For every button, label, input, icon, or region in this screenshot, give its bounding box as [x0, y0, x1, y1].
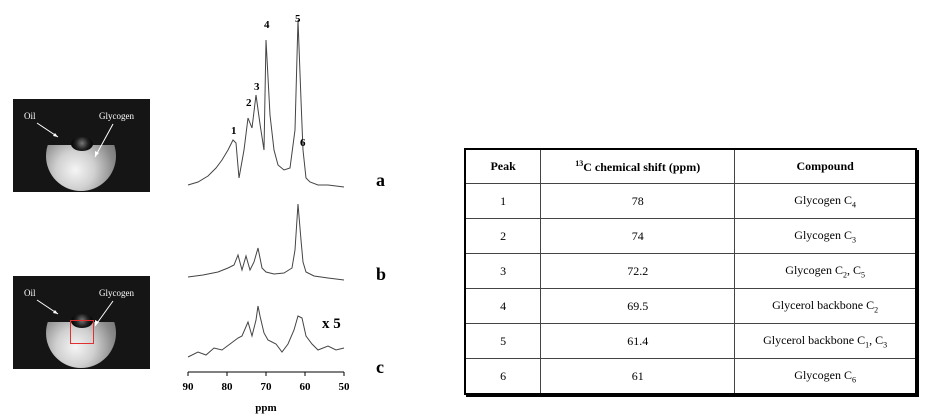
arrows: [36, 122, 114, 158]
roi-square: [70, 320, 94, 344]
scale-factor-label: x 5: [322, 316, 341, 332]
axis-tick-label: 90: [183, 381, 195, 393]
table-row: 5 61.4 Glycerol backbone C1, C3: [464, 323, 917, 359]
header-compound: Compound: [734, 148, 917, 184]
cell-peak: 4: [464, 288, 542, 324]
cell-peak: 3: [464, 253, 542, 289]
peak-assignment-table: Peak 13C chemical shift (ppm) Compound 1…: [464, 148, 917, 395]
cell-peak: 1: [464, 183, 542, 219]
table-row: 2 74 Glycogen C3: [464, 218, 917, 254]
cell-peak: 2: [464, 218, 542, 254]
table-row: 1 78 Glycogen C4: [464, 183, 917, 219]
cell-shift: 74: [540, 218, 736, 254]
spectrum-trace-a: [187, 19, 345, 188]
peak-label-4: 4: [264, 19, 270, 31]
panel-label-b: b: [376, 264, 387, 284]
cell-peak: 6: [464, 358, 542, 395]
cell-compound: Glycogen C4: [734, 183, 917, 219]
panel-label-a: a: [376, 170, 385, 190]
mri-image-bottom: Oil Glycogen: [13, 276, 150, 369]
table-row: 3 72.2 Glycogen C2, C5: [464, 253, 917, 289]
cell-compound: Glycerol backbone C1, C3: [734, 323, 917, 359]
axis-tick-label: 70: [261, 381, 273, 393]
header-chemical-shift: 13C chemical shift (ppm): [540, 148, 736, 184]
cell-shift: 61: [540, 358, 736, 395]
peak-label-2: 2: [246, 97, 252, 109]
peak-label-1: 1: [231, 125, 237, 137]
cell-shift: 69.5: [540, 288, 736, 324]
cell-shift: 72.2: [540, 253, 736, 289]
table-row: 4 69.5 Glycerol backbone C2: [464, 288, 917, 324]
table-header-row: Peak 13C chemical shift (ppm) Compound: [464, 148, 917, 184]
ppm-axis: 90 80 70 60 50: [183, 371, 351, 393]
header-peak: Peak: [464, 148, 542, 184]
cell-shift: 78: [540, 183, 736, 219]
phantom-insert: [71, 314, 93, 328]
glycogen-label: Glycogen: [99, 111, 134, 121]
spectrum-trace-c: [187, 305, 345, 358]
cell-shift: 61.4: [540, 323, 736, 359]
peak-label-5: 5: [295, 13, 301, 25]
panel-label-c: c: [376, 357, 384, 377]
axis-tick-label: 50: [339, 381, 351, 393]
glycogen-label: Glycogen: [99, 288, 134, 298]
oil-label: Oil: [24, 111, 36, 121]
cell-peak: 5: [464, 323, 542, 359]
nmr-spectra: 1 2 3 4 5 6 90 80 70 60 50 ppm: [183, 13, 351, 414]
axis-tick-label: 80: [222, 381, 234, 393]
phantom-insert: [71, 137, 93, 151]
axis-label: ppm: [255, 402, 276, 414]
peak-labels: 1 2 3 4 5 6: [231, 13, 306, 149]
arrows: [36, 299, 114, 327]
oil-label: Oil: [24, 288, 36, 298]
mri-image-top: Oil Glycogen: [13, 99, 150, 192]
table-row: 6 61 Glycogen C6: [464, 358, 917, 395]
peak-label-3: 3: [254, 81, 260, 93]
axis-tick-label: 60: [300, 381, 312, 393]
cell-compound: Glycogen C3: [734, 218, 917, 254]
cell-compound: Glycogen C2, C5: [734, 253, 917, 289]
peak-label-6: 6: [300, 137, 306, 149]
cell-compound: Glycerol backbone C2: [734, 288, 917, 324]
cell-compound: Glycogen C6: [734, 358, 917, 395]
spectrum-trace-b: [187, 203, 345, 281]
